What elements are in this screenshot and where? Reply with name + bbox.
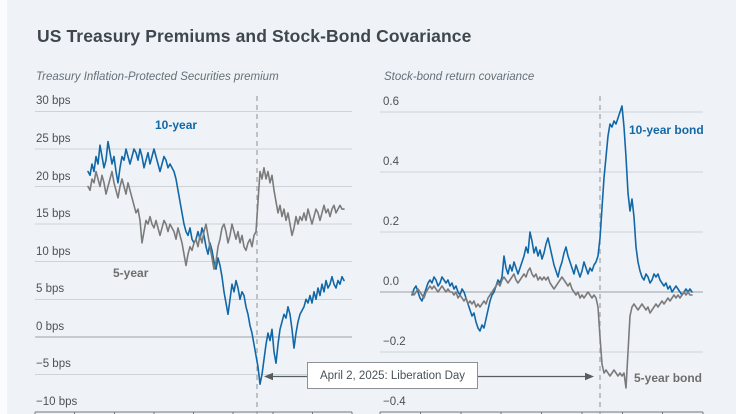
series-line-5-year — [87, 167, 345, 271]
y-tick-label: 0.0 — [383, 276, 399, 288]
y-tick-label: 0.2 — [383, 216, 399, 228]
series-label-10-year-bond: 10-year bond — [629, 123, 704, 137]
y-tick-label: 20 bps — [36, 170, 71, 183]
series-label-5-year-bond: 5-year bond — [634, 371, 703, 385]
series-label-10-year: 10-year — [155, 118, 198, 132]
y-tick-label: −5 bps — [36, 358, 71, 371]
y-tick-label: 5 bps — [36, 283, 65, 296]
event-annotation-box: April 2, 2025: Liberation Day — [307, 362, 478, 389]
y-tick-label: 0.6 — [383, 96, 399, 108]
y-tick-label: 15 bps — [36, 208, 71, 221]
event-annotation-label: April 2, 2025: Liberation Day — [319, 369, 466, 382]
left-chart-subtitle: Treasury Inflation-Protected Securities … — [36, 71, 279, 83]
y-tick-label: 25 bps — [36, 132, 71, 145]
series-line-10-year-bond — [411, 105, 693, 332]
series-line-10-year — [87, 140, 345, 386]
y-tick-label: −10 bps — [36, 396, 78, 408]
y-tick-label: −0.4 — [383, 396, 406, 408]
annotation-arrowhead-right — [585, 372, 594, 381]
series-line-5-year-bond — [411, 267, 693, 389]
right-chart-subtitle: Stock-bond return covariance — [384, 71, 535, 83]
figure-title: US Treasury Premiums and Stock-Bond Cova… — [37, 26, 472, 46]
left-margin-strip — [0, 0, 7, 414]
y-tick-label: −0.2 — [383, 336, 406, 348]
y-tick-label: 10 bps — [36, 245, 71, 258]
annotation-arrowhead-left — [264, 372, 273, 381]
y-tick-label: 0.4 — [383, 156, 399, 168]
y-tick-label: 0 bps — [36, 320, 65, 333]
series-label-5-year: 5-year — [113, 266, 149, 280]
y-tick-label: 30 bps — [36, 95, 71, 108]
